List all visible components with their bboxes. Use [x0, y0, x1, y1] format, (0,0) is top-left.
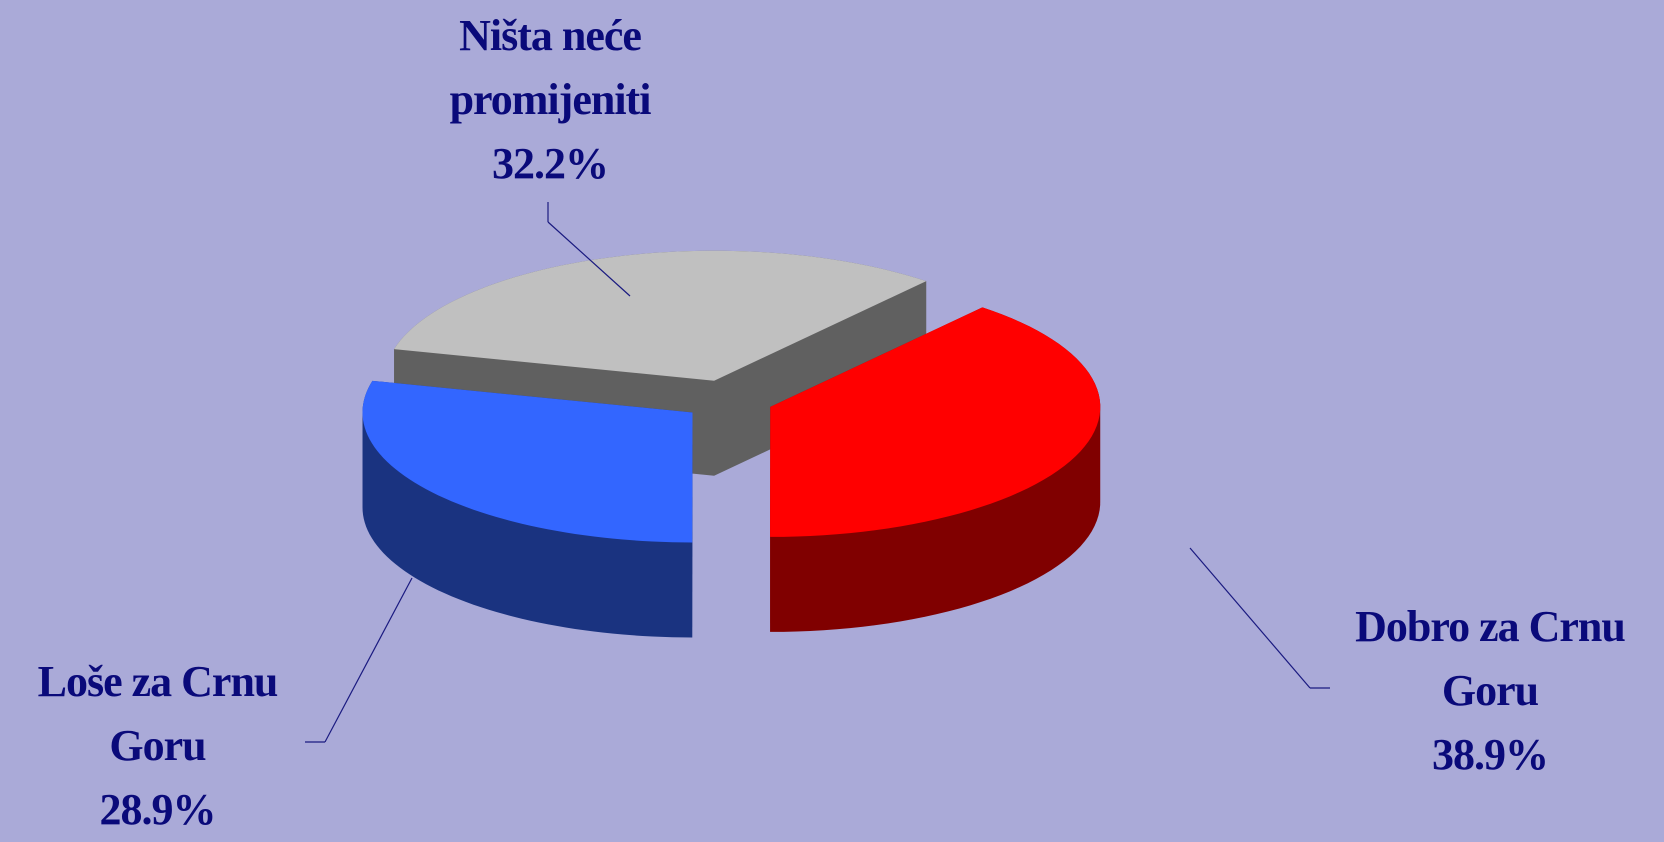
slice — [770, 307, 1101, 537]
value-label: 28.9% — [99, 785, 217, 834]
slice-label: Dobro za Crnu Goru 38.9% — [1320, 595, 1660, 787]
leader-line — [324, 577, 413, 743]
slice-label: Loše za Crnu Goru 28.9% — [0, 650, 315, 842]
slice — [394, 250, 927, 381]
leader-line — [1189, 547, 1311, 689]
leader-line — [547, 221, 631, 297]
value-label: 32.2% — [492, 139, 609, 188]
category-label: Ništa neće promijeniti — [449, 11, 652, 124]
value-label: 38.9% — [1432, 730, 1549, 779]
category-label: Dobro za Crnu Goru — [1355, 602, 1626, 715]
category-label: Loše za Crnu Goru — [37, 657, 279, 770]
slice — [362, 380, 693, 543]
slice-label: Ništa neće promijeniti 32.2% — [400, 4, 700, 196]
